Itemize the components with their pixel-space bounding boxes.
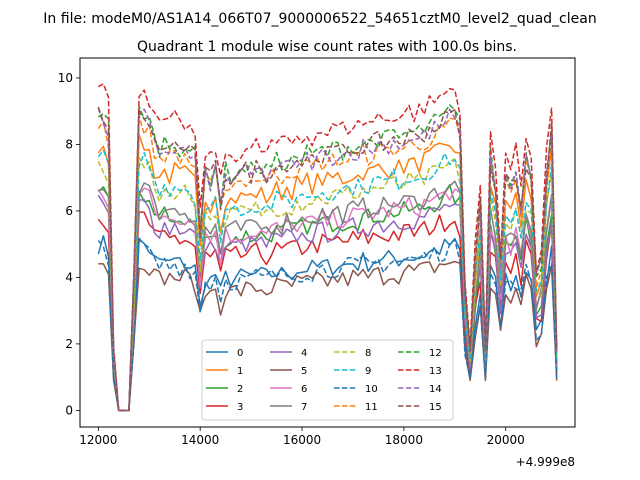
legend-label-6: 6 — [301, 384, 307, 395]
y-tick-label: 8 — [65, 137, 73, 151]
legend-label-2: 2 — [237, 384, 243, 395]
axes-frame — [79, 57, 576, 428]
legend-label-5: 5 — [301, 366, 307, 377]
x-offset-text: +4.999e8 — [516, 455, 575, 469]
x-axis-ticks: 12000 14000 16000 18000 20000 — [79, 427, 525, 447]
x-tick-label: 12000 — [79, 433, 117, 447]
legend-label-0: 0 — [237, 348, 243, 359]
x-tick-label: 18000 — [385, 433, 423, 447]
legend-label-7: 7 — [301, 402, 307, 413]
plot-lines — [97, 83, 558, 412]
x-tick-label: 20000 — [487, 433, 525, 447]
series-line-10 — [97, 237, 558, 412]
legend-label-10: 10 — [365, 384, 378, 395]
x-tick-label: 16000 — [283, 433, 321, 447]
legend-label-11: 11 — [365, 402, 378, 413]
legend-label-9: 9 — [365, 366, 371, 377]
series-line-9 — [97, 149, 558, 412]
y-tick-label: 2 — [65, 337, 73, 351]
y-tick-label: 4 — [65, 270, 73, 284]
chart-title: Quadrant 1 module wise count rates with … — [137, 39, 517, 55]
legend-label-12: 12 — [429, 348, 442, 359]
y-tick-label: 6 — [65, 204, 73, 218]
legend-label-8: 8 — [365, 348, 371, 359]
y-axis-ticks: 0 2 4 6 8 10 — [58, 71, 80, 417]
figure-suptitle: In file: modeM0/AS1A14_066T07_9000006522… — [43, 11, 596, 27]
legend-label-4: 4 — [301, 348, 307, 359]
series-line-15 — [97, 106, 558, 412]
y-tick-label: 10 — [58, 71, 73, 85]
legend-label-14: 14 — [429, 384, 442, 395]
y-tick-label: 0 — [65, 403, 73, 417]
series-line-3 — [97, 211, 558, 412]
x-tick-label: 14000 — [181, 433, 219, 447]
legend-box — [201, 339, 454, 421]
legend-label-3: 3 — [237, 402, 243, 413]
legend-label-1: 1 — [237, 366, 243, 377]
series-line-14 — [97, 107, 558, 412]
legend-label-15: 15 — [429, 402, 442, 413]
series-line-13 — [97, 83, 558, 412]
legend-label-13: 13 — [429, 366, 442, 377]
